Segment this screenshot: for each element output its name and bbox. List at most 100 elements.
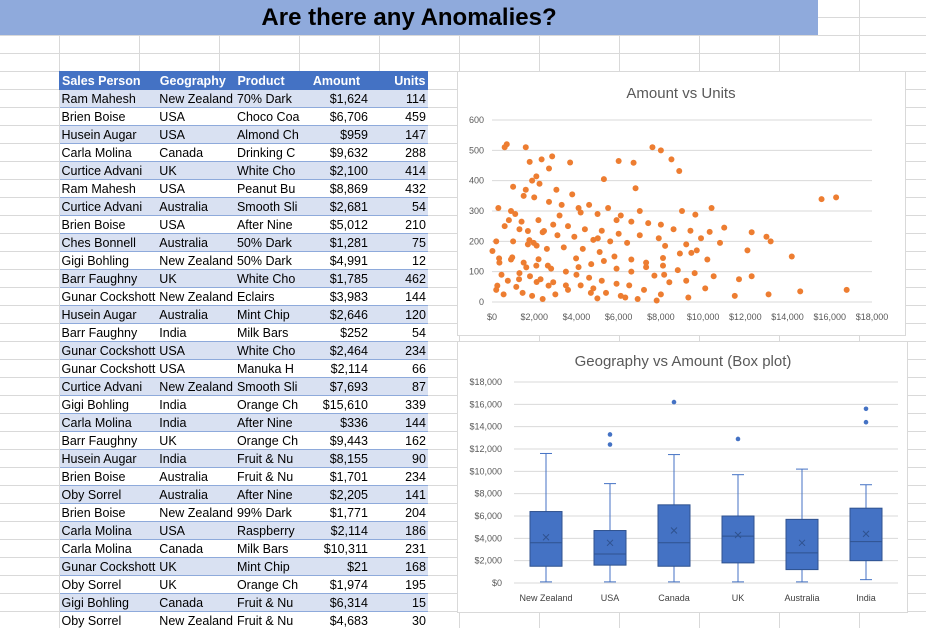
cell-geography[interactable]: Australia [157,234,235,252]
cell-units[interactable]: 234 [370,342,428,360]
cell-sales-person[interactable]: Husein Augar [60,450,158,468]
cell-product[interactable]: White Cho [235,270,303,288]
header-geography[interactable]: Geography [157,72,235,90]
cell-product[interactable]: After Nine [235,414,303,432]
cell-geography[interactable]: USA [157,126,235,144]
cell-units[interactable]: 114 [370,90,428,108]
cell-units[interactable]: 54 [370,198,428,216]
cell-product[interactable]: Eclairs [235,288,303,306]
cell-amount[interactable]: $1,974 [303,576,370,594]
cell-sales-person[interactable]: Husein Augar [60,126,158,144]
cell-product[interactable]: White Cho [235,162,303,180]
cell-amount[interactable]: $2,114 [303,522,370,540]
cell-sales-person[interactable]: Oby Sorrel [60,486,158,504]
cell-units[interactable]: 462 [370,270,428,288]
cell-units[interactable]: 288 [370,144,428,162]
cell-product[interactable]: Milk Bars [235,324,303,342]
cell-product[interactable]: Manuka H [235,360,303,378]
cell-sales-person[interactable]: Husein Augar [60,306,158,324]
cell-geography[interactable]: New Zealand [157,612,235,629]
cell-product[interactable]: White Cho [235,342,303,360]
cell-sales-person[interactable]: Brien Boise [60,216,158,234]
cell-units[interactable]: 414 [370,162,428,180]
cell-amount[interactable]: $7,693 [303,378,370,396]
cell-geography[interactable]: India [157,396,235,414]
cell-amount[interactable]: $1,624 [303,90,370,108]
cell-sales-person[interactable]: Gigi Bohling [60,252,158,270]
cell-geography[interactable]: Australia [157,486,235,504]
cell-geography[interactable]: New Zealand [157,504,235,522]
cell-amount[interactable]: $5,012 [303,216,370,234]
cell-sales-person[interactable]: Oby Sorrel [60,612,158,629]
cell-product[interactable]: 70% Dark [235,90,303,108]
cell-amount[interactable]: $4,991 [303,252,370,270]
cell-sales-person[interactable]: Curtice Advani [60,198,158,216]
cell-units[interactable]: 75 [370,234,428,252]
cell-geography[interactable]: USA [157,216,235,234]
cell-product[interactable]: Smooth Sli [235,198,303,216]
cell-geography[interactable]: Australia [157,198,235,216]
cell-product[interactable]: Peanut Bu [235,180,303,198]
cell-geography[interactable]: Canada [157,594,235,612]
cell-sales-person[interactable]: Ram Mahesh [60,180,158,198]
cell-sales-person[interactable]: Brien Boise [60,504,158,522]
cell-units[interactable]: 210 [370,216,428,234]
cell-units[interactable]: 231 [370,540,428,558]
cell-sales-person[interactable]: Curtice Advani [60,378,158,396]
cell-amount[interactable]: $336 [303,414,370,432]
header-amount[interactable]: Amount [303,72,370,90]
cell-amount[interactable]: $6,314 [303,594,370,612]
cell-units[interactable]: 90 [370,450,428,468]
cell-sales-person[interactable]: Ram Mahesh [60,90,158,108]
cell-sales-person[interactable]: Ches Bonnell [60,234,158,252]
cell-sales-person[interactable]: Gunar Cockshott [60,288,158,306]
cell-amount[interactable]: $9,443 [303,432,370,450]
cell-units[interactable]: 141 [370,486,428,504]
cell-geography[interactable]: USA [157,342,235,360]
cell-geography[interactable]: UK [157,558,235,576]
cell-geography[interactable]: USA [157,108,235,126]
cell-units[interactable]: 54 [370,324,428,342]
cell-amount[interactable]: $1,701 [303,468,370,486]
cell-sales-person[interactable]: Gigi Bohling [60,594,158,612]
cell-sales-person[interactable]: Gunar Cockshott [60,558,158,576]
cell-amount[interactable]: $4,683 [303,612,370,629]
cell-amount[interactable]: $1,785 [303,270,370,288]
cell-units[interactable]: 459 [370,108,428,126]
cell-product[interactable]: Mint Chip [235,306,303,324]
cell-amount[interactable]: $10,311 [303,540,370,558]
cell-units[interactable]: 195 [370,576,428,594]
cell-amount[interactable]: $2,205 [303,486,370,504]
cell-geography[interactable]: India [157,450,235,468]
cell-product[interactable]: Orange Ch [235,576,303,594]
cell-amount[interactable]: $6,706 [303,108,370,126]
cell-product[interactable]: Orange Ch [235,396,303,414]
cell-units[interactable]: 144 [370,414,428,432]
cell-sales-person[interactable]: Carla Molina [60,522,158,540]
cell-units[interactable]: 147 [370,126,428,144]
cell-amount[interactable]: $15,610 [303,396,370,414]
cell-sales-person[interactable]: Barr Faughny [60,432,158,450]
cell-product[interactable]: Milk Bars [235,540,303,558]
cell-units[interactable]: 162 [370,432,428,450]
cell-product[interactable]: Fruit & Nu [235,468,303,486]
cell-amount[interactable]: $1,281 [303,234,370,252]
cell-product[interactable]: Orange Ch [235,432,303,450]
cell-amount[interactable]: $3,983 [303,288,370,306]
cell-units[interactable]: 15 [370,594,428,612]
